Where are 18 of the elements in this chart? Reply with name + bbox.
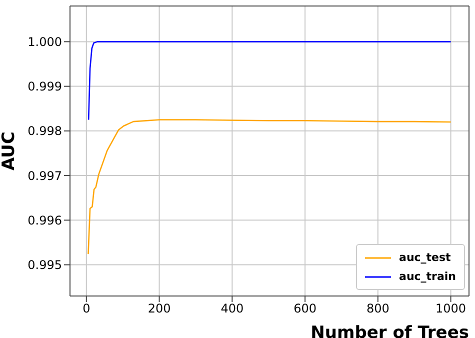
x-tick-label: 400 — [220, 302, 244, 316]
x-tick-label: 1000 — [436, 302, 466, 316]
x-tick-label: 200 — [148, 302, 171, 316]
legend-label: auc_train — [399, 269, 456, 285]
x-tick-label: 800 — [366, 302, 390, 316]
y-axis-title: AUC — [0, 132, 20, 170]
x-tick-label: 0 — [82, 302, 90, 316]
y-tick-label: 0.995 — [28, 258, 62, 272]
line-series — [88, 119, 452, 255]
x-axis-title: Number of Trees — [310, 323, 469, 338]
x-tick-label: 600 — [294, 302, 316, 316]
y-tick-label: 0.996 — [28, 213, 62, 228]
legend-label: auc_test — [399, 250, 451, 266]
y-tick-label: 0.998 — [28, 124, 62, 138]
line-series — [88, 41, 452, 120]
y-tick-label: 1.000 — [28, 34, 62, 49]
y-tick-label: 0.997 — [28, 168, 62, 183]
y-tick-label: 0.999 — [28, 80, 62, 94]
